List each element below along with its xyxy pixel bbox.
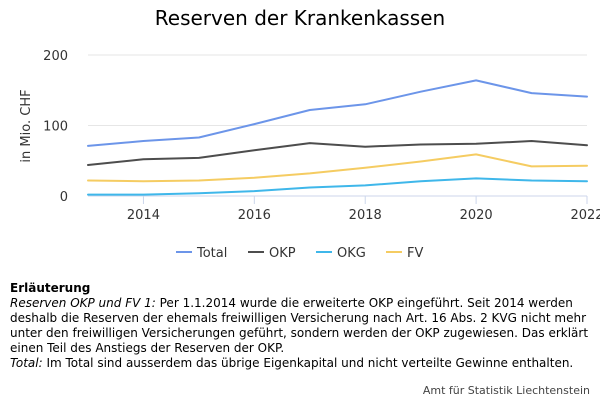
legend-label: OKP — [269, 246, 296, 261]
chart-title: Reserven der Krankenkassen — [154, 6, 446, 30]
x-tick-label: 2014 — [127, 208, 160, 223]
x-tick-label: 2020 — [460, 208, 493, 223]
y-axis-label: in Mio. CHF — [19, 89, 34, 162]
series-line-okp[interactable] — [87, 140, 588, 166]
notes-paragraph-2: Total: Im Total sind ausserdem das übrig… — [10, 356, 595, 371]
line-chart: 0 100 200 2014 2016 2018 2020 2022 Total OKP OKG F… — [19, 49, 600, 261]
x-tick-label: 2018 — [349, 208, 382, 223]
notes: Erläuterung Reserven OKP und FV 1: Per 1… — [10, 281, 595, 371]
y-tick-label: 100 — [43, 120, 68, 135]
series-lines — [87, 79, 588, 196]
x-tick-label: 2016 — [238, 208, 271, 223]
series-line-okg[interactable] — [87, 177, 588, 196]
notes-paragraph-1: Reserven OKP und FV 1: Per 1.1.2014 wurd… — [10, 296, 595, 356]
axes: 0 100 200 2014 2016 2018 2020 2022 — [43, 49, 600, 223]
notes-text-2: Im Total sind ausserdem das übrige Eigen… — [42, 356, 574, 370]
source-credit[interactable]: Amt für Statistik Liechtenstein — [422, 384, 590, 397]
legend-label: FV — [407, 246, 423, 261]
series-line-fv[interactable] — [87, 153, 588, 183]
x-tick-label: 2022 — [570, 208, 600, 223]
legend-label: Total — [196, 246, 227, 261]
legend-item-okp[interactable]: OKP — [248, 246, 296, 261]
notes-term-1: Reserven OKP und FV 1: — [10, 296, 156, 310]
notes-heading: Erläuterung — [10, 281, 91, 295]
legend-item-total[interactable]: Total — [176, 246, 227, 261]
y-tick-label: 0 — [60, 190, 68, 205]
notes-text-1: Per 1.1.2014 wurde die erweiterte OKP ei… — [10, 296, 589, 355]
legend-item-fv[interactable]: FV — [386, 246, 423, 261]
series-line-total[interactable] — [87, 79, 588, 147]
legend-label: OKG — [337, 246, 366, 261]
legend-item-okg[interactable]: OKG — [316, 246, 366, 261]
y-tick-label: 200 — [43, 49, 68, 64]
grid — [88, 54, 587, 126]
notes-term-2: Total: — [10, 356, 43, 370]
legend[interactable]: Total OKP OKG FV — [176, 246, 423, 261]
